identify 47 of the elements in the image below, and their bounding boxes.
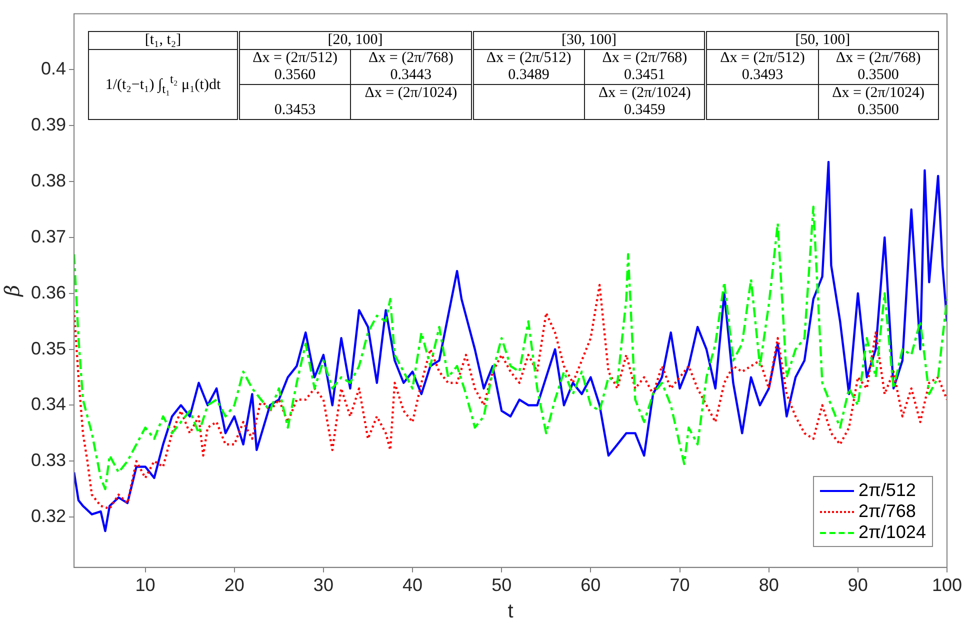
annotation: [t₁, t₂] [88, 31, 238, 50]
annotation: Δx = (2π/1024) [350, 84, 472, 120]
annotation: 0.3500 [858, 102, 899, 118]
annotation: 0.3493 [742, 66, 784, 83]
annotation: Δx = (2π/512) [252, 50, 338, 66]
y-tick-label: 0.39 [30, 114, 66, 135]
annotation: Δx = (2π/512) [720, 50, 805, 66]
x-tick-label: 50 [492, 575, 512, 596]
y-tick-label: 0.34 [30, 394, 66, 414]
annotation: Δx = (2π/768) [602, 50, 688, 66]
annotation: Δx = (2π/1024) [598, 84, 691, 101]
x-tick-label: 100 [932, 575, 962, 596]
annotation: [50, 100] [706, 31, 938, 50]
annotation: Δx = (2π/1024) [832, 84, 924, 101]
annotation: 1/(t₂−t₁) ∫$_{t₁}$$^{t₂}$ μ₁(t)dt [88, 49, 238, 120]
y-tick-label: 0.4 [41, 58, 66, 79]
y-tick-label: 0.32 [30, 506, 66, 526]
x-axis-title: t [508, 600, 514, 623]
annotation: 0.3500 [858, 66, 899, 83]
legend-label: 2π/768 [858, 501, 916, 522]
annotation: 0.3451 [624, 66, 666, 83]
annotation: [20, 100] [238, 31, 472, 50]
x-tick-label: 30 [313, 575, 334, 596]
x-tick-label: 10 [135, 575, 156, 596]
y-tick-label: 0.38 [30, 170, 66, 191]
annotation: [30, 100] [472, 31, 706, 50]
x-tick-label: 40 [402, 575, 423, 596]
x-tick-label: 90 [848, 575, 868, 596]
y-tick-label: 0.37 [30, 226, 66, 246]
legend-label: 2π/512 [858, 480, 916, 502]
x-tick-label: 60 [580, 575, 601, 596]
annotation: Δx = (2π/768) [836, 50, 921, 66]
y-tick-label: 0.35 [30, 338, 66, 358]
y-tick-label: 0.33 [30, 450, 66, 470]
x-tick-label: 80 [758, 575, 779, 596]
annotation: 0.3453 [238, 84, 351, 120]
y-tick-label: 0.36 [30, 282, 66, 302]
legend-label: 2π/1024 [858, 522, 926, 544]
y-axis-title: β [0, 284, 24, 298]
annotation: Δx = (2π/512) [486, 50, 572, 66]
x-tick-label: 20 [224, 575, 244, 596]
annotation: Δx = (2π/768) [368, 50, 454, 66]
annotation: 0.3443 [390, 66, 432, 83]
x-tick-label: 70 [670, 575, 690, 596]
annotation: 0.3459 [624, 102, 666, 118]
annotation: 0.3560 [274, 66, 316, 83]
annotation: 0.3489 [508, 66, 550, 83]
